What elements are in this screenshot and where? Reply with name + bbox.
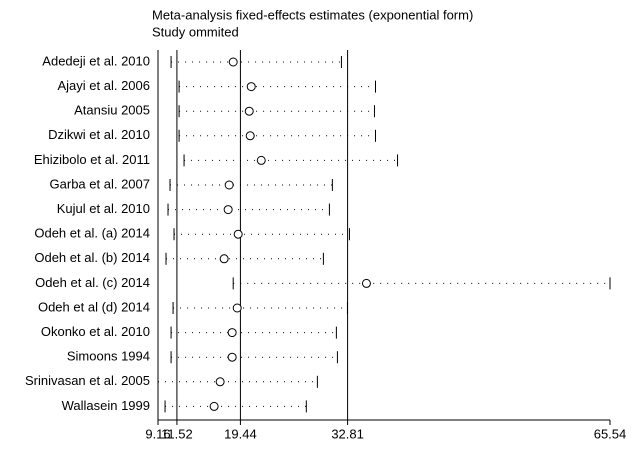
estimate (223, 205, 233, 215)
x-tick-label: 11.52 (161, 426, 193, 441)
y-tick-label: Garba et al. 2007 (50, 176, 150, 191)
y-tick-label: Odeh et al. (a) 2014 (34, 226, 150, 241)
x-tick-label: 19.44 (224, 426, 257, 441)
estimate (244, 106, 254, 116)
y-tick-label: Odeh et al. (c) 2014 (35, 275, 150, 290)
y-tick-label: Wallasein 1999 (62, 398, 150, 413)
y-tick-label: Srinivasan et al. 2005 (25, 373, 150, 388)
estimate (361, 278, 371, 288)
y-tick-label: Simoons 1994 (67, 349, 150, 364)
estimate (246, 82, 256, 92)
y-tick-label: Adedeji et al. 2010 (42, 53, 150, 68)
estimate (227, 328, 237, 338)
estimate (209, 401, 219, 411)
y-tick-label: Atansiu 2005 (74, 103, 150, 118)
x-tick-label: 32.81 (331, 426, 364, 441)
estimate (233, 229, 243, 239)
y-tick-label: Okonko et al. 2010 (41, 324, 150, 339)
y-tick-label: Ajayi et al. 2006 (57, 78, 150, 93)
x-tick-label: 65.54 (594, 426, 627, 441)
y-tick-label: Dzikwi et al. 2010 (48, 127, 150, 142)
estimate (227, 352, 237, 362)
y-tick-label: Ehizibolo et al. 2011 (34, 152, 150, 167)
estimate (215, 377, 225, 387)
estimate (219, 254, 229, 264)
y-tick-label: Kujul et al. 2010 (57, 201, 150, 216)
estimate (245, 131, 255, 141)
y-tick-label: Odeh et al. (b) 2014 (34, 250, 150, 265)
x-tick-label: 9.16 (145, 426, 170, 441)
estimate (232, 303, 242, 313)
chart-subtitle: Study ommited (152, 24, 239, 39)
estimate (224, 180, 234, 190)
estimate (228, 57, 238, 67)
estimate (256, 155, 266, 165)
y-tick-label: Odeh et al (d) 2014 (38, 299, 150, 314)
chart-title: Meta-analysis fixed-effects estimates (e… (152, 7, 473, 22)
